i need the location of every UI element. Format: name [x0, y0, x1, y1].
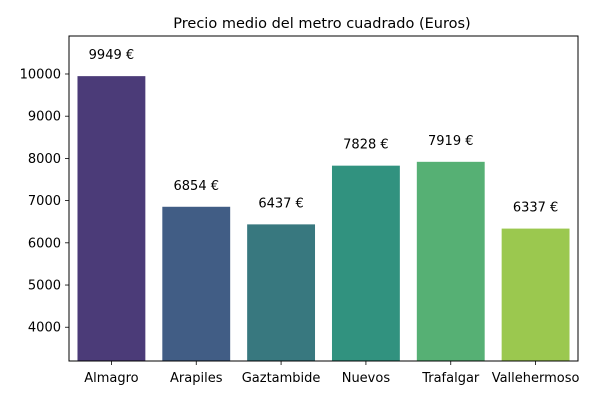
bar [331, 165, 400, 361]
bar [77, 76, 146, 361]
y-tick-label: 9000 [28, 110, 61, 125]
data-label: 7919 € [428, 134, 474, 149]
y-tick-label: 4000 [28, 321, 61, 336]
y-tick-label: 10000 [20, 67, 61, 82]
chart-title: Precio medio del metro cuadrado (Euros) [173, 16, 470, 32]
axes-frame [68, 35, 579, 362]
y-tick-label: 8000 [28, 152, 61, 167]
data-label: 6854 € [174, 179, 220, 194]
bar [162, 206, 231, 361]
data-label: 9949 € [89, 48, 135, 63]
bar [416, 161, 485, 361]
data-label: 7828 € [343, 138, 389, 153]
x-tick-label: Nuevos [342, 371, 391, 386]
x-tick-label: Vallehermoso [492, 371, 580, 386]
x-tick-label: Trafalgar [421, 371, 480, 386]
data-label: 6437 € [258, 196, 304, 211]
plot-area: 9949 € Almagro 6854 € Arapiles 6437 € Gaztamb… [20, 35, 580, 386]
x-tick-label: Gaztambide [242, 371, 321, 386]
y-tick-label: 7000 [28, 194, 61, 209]
y-tick-label: 6000 [28, 236, 61, 251]
data-label: 6337 € [513, 201, 559, 216]
bar [501, 228, 570, 361]
bar [247, 224, 316, 361]
x-tick-label: Almagro [84, 371, 138, 386]
x-tick-label: Arapiles [170, 371, 223, 386]
y-tick-label: 5000 [28, 279, 61, 294]
